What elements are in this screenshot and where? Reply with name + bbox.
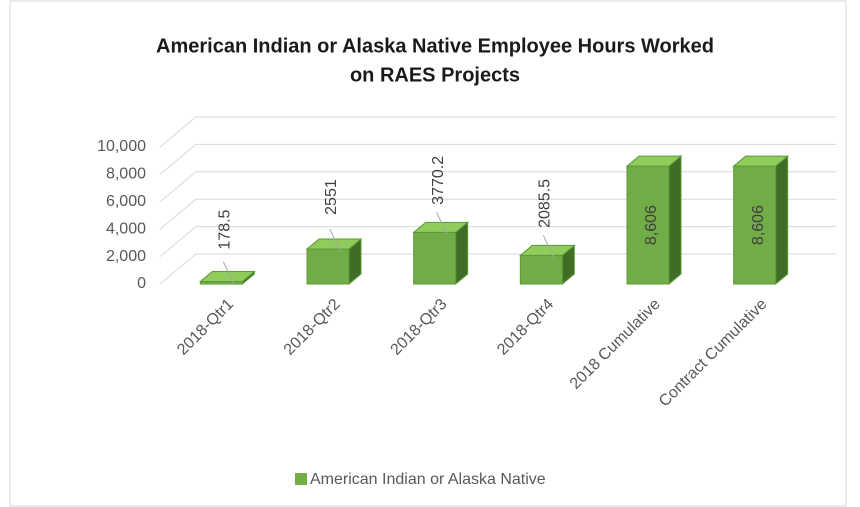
legend-label: American Indian or Alaska Native bbox=[310, 471, 546, 488]
bar-side bbox=[775, 155, 789, 286]
bar bbox=[198, 270, 256, 286]
grid-line bbox=[159, 143, 836, 175]
leader-line bbox=[329, 228, 341, 252]
grid-line bbox=[159, 226, 836, 257]
bar-front bbox=[413, 231, 457, 285]
chart-title: American Indian or Alaska Native Employe… bbox=[156, 35, 714, 57]
grid-line bbox=[159, 198, 836, 230]
y-tick-label: 8,000 bbox=[106, 166, 146, 183]
bar bbox=[625, 155, 683, 286]
bar-top bbox=[518, 244, 576, 256]
bar-front bbox=[306, 248, 350, 285]
y-tick-label: 4,000 bbox=[106, 220, 146, 237]
bar-top bbox=[305, 238, 363, 250]
leader-line bbox=[542, 235, 554, 258]
y-tick-label: 0 bbox=[137, 275, 146, 292]
chart-title: on RAES Projects bbox=[350, 64, 520, 86]
bar-top bbox=[412, 221, 470, 233]
y-tick-label: 10,000 bbox=[97, 138, 146, 155]
data-label: 2551 bbox=[323, 179, 340, 215]
data-label: 2085.5 bbox=[537, 179, 554, 228]
data-label: 8,606 bbox=[750, 205, 767, 245]
bar-side bbox=[668, 155, 682, 286]
grid-line bbox=[159, 171, 836, 203]
bar bbox=[732, 155, 790, 286]
bar bbox=[412, 221, 470, 286]
data-label: 178.5 bbox=[217, 209, 234, 249]
bar-top bbox=[732, 155, 790, 167]
bar-top bbox=[625, 155, 683, 167]
bar-top bbox=[198, 271, 256, 283]
bar bbox=[305, 237, 363, 286]
leader-line bbox=[436, 212, 448, 235]
y-tick-label: 2,000 bbox=[106, 248, 146, 265]
grid-line bbox=[159, 116, 836, 148]
bar-side bbox=[455, 221, 469, 286]
legend-swatch bbox=[295, 473, 307, 485]
leader-line bbox=[222, 261, 234, 284]
grid-line bbox=[159, 253, 836, 285]
data-label: 3770.2 bbox=[430, 156, 447, 205]
bar bbox=[518, 244, 576, 286]
data-label: 8,606 bbox=[643, 205, 660, 245]
bar-front bbox=[519, 254, 563, 285]
y-tick-label: 6,000 bbox=[106, 193, 146, 210]
